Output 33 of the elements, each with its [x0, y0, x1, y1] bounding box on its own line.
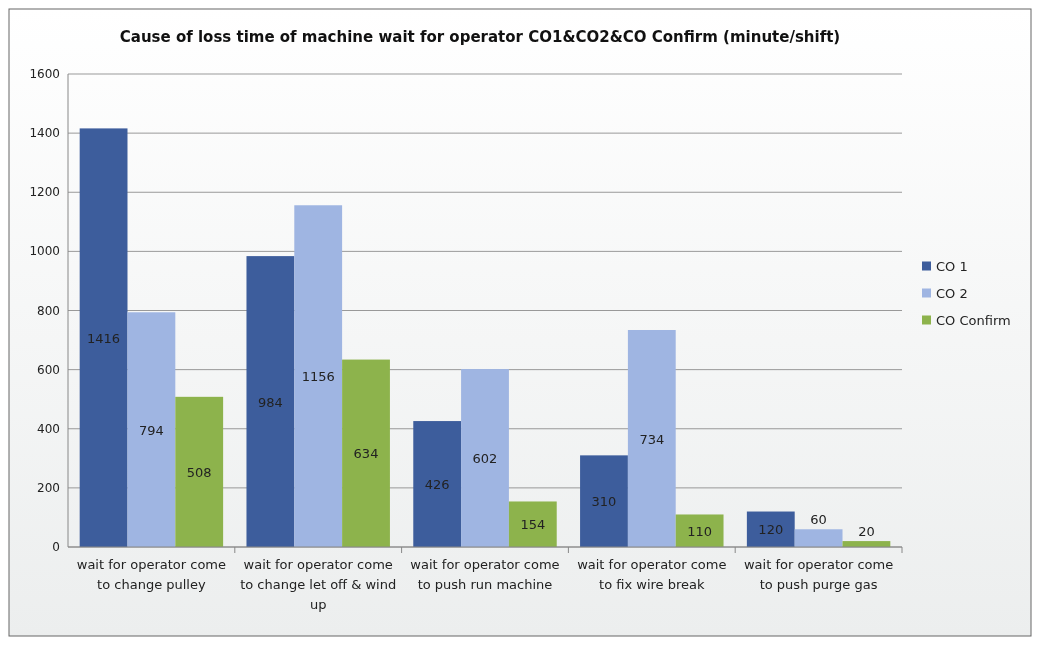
chart-title: Cause of loss time of machine wait for operator CO1&CO2&CO Confirm (minute/shift) — [119, 28, 841, 46]
y-tick-label: 1200 — [29, 185, 60, 200]
data-label: 426 — [424, 477, 450, 493]
data-label: 60 — [810, 512, 827, 528]
x-tick-label: wait for operator come to change pulley — [76, 557, 227, 592]
data-label: 120 — [758, 522, 784, 538]
x-tick-label: wait for operator come to fix wire break — [577, 557, 727, 592]
x-tick-label: wait for operator come to push purge gas — [743, 557, 894, 592]
data-label: 1416 — [87, 330, 121, 346]
data-label: 110 — [687, 523, 713, 539]
data-label: 794 — [138, 422, 164, 438]
y-tick-label: 1000 — [29, 244, 60, 259]
legend-label: CO 1 — [936, 258, 968, 274]
x-tick-label: wait for operator come to change let off & wind up — [240, 557, 397, 612]
data-label: 1156 — [301, 369, 335, 385]
y-tick-label: 200 — [37, 480, 60, 495]
y-tick-label: 600 — [37, 362, 60, 377]
y-tick-label: 400 — [37, 421, 60, 436]
legend-label: CO 2 — [936, 285, 968, 301]
data-label: 310 — [591, 494, 617, 510]
data-label: 984 — [257, 394, 283, 410]
data-label: 634 — [353, 446, 379, 462]
y-tick-label: 1600 — [29, 67, 60, 81]
data-label: 508 — [186, 464, 212, 480]
y-tick-label: 1400 — [29, 126, 60, 141]
y-tick-label: 0 — [52, 540, 60, 554]
x-tick-label: wait for operator come to push run machine — [410, 557, 560, 592]
data-label: 20 — [858, 524, 875, 540]
legend-label: CO Confirm — [936, 312, 1011, 328]
data-label: 154 — [520, 517, 546, 533]
y-tick-label: 800 — [37, 303, 60, 318]
data-label: 734 — [639, 431, 665, 447]
data-label: 602 — [472, 451, 498, 467]
